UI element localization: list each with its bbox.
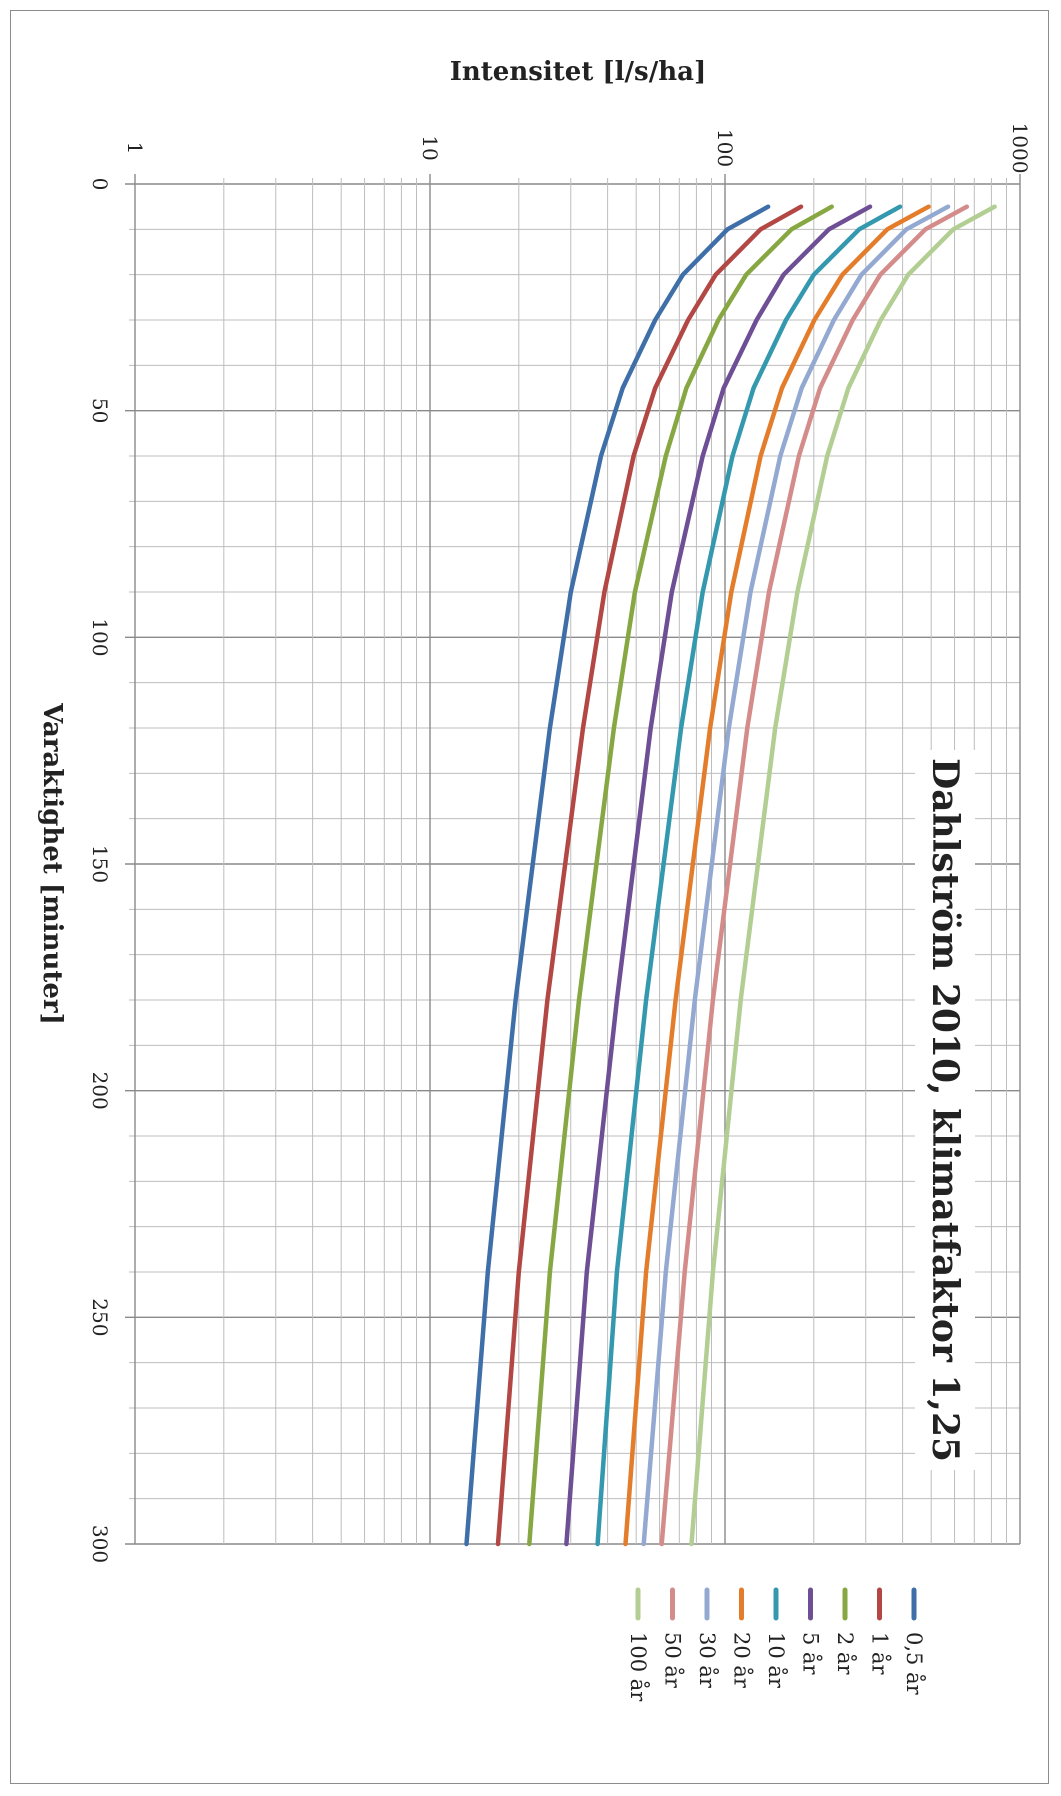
chart-ticks: 0 50 100 150 200 250 300 1 10 100 1000 (88, 123, 1032, 1564)
legend-label: 20 år (730, 1632, 754, 1689)
x-tick-label: 100 (88, 618, 112, 656)
chart-legend: 0,5 år 1 år 2 år 5 år 10 år 20 år 30 år 50 år 10… (626, 1587, 926, 1702)
legend-label: 1 år (868, 1632, 892, 1676)
chart-series (464, 204, 997, 1547)
legend-label: 5 år (799, 1632, 823, 1676)
series-line (495, 204, 804, 1547)
legend-label: 0,5 år (902, 1632, 926, 1696)
x-tick-label: 50 (88, 398, 112, 423)
series-line (595, 204, 903, 1547)
x-axis-title: Varaktighet [minuter] (37, 702, 67, 1025)
legend-label: 50 år (661, 1632, 685, 1689)
legend-label: 30 år (695, 1632, 719, 1689)
x-tick-label: 150 (88, 845, 112, 883)
series-line (623, 204, 931, 1547)
y-tick-label: 1000 (1008, 123, 1032, 174)
chart-title-background (915, 750, 975, 1470)
series-line (641, 204, 951, 1547)
legend-label: 10 år (764, 1632, 788, 1689)
series-line (464, 204, 771, 1547)
y-tick-label: 1 (123, 142, 147, 155)
chart-title-group: Dahlström 2010, klimatfaktor 1,25 (915, 750, 975, 1470)
x-tick-label: 300 (88, 1525, 112, 1563)
y-tick-label: 100 (713, 129, 737, 167)
series-line (659, 204, 970, 1547)
y-tick-label: 10 (418, 135, 442, 160)
chart-grid (125, 174, 1021, 1545)
legend-label: 2 år (833, 1632, 857, 1676)
x-tick-label: 250 (88, 1298, 112, 1336)
x-tick-label: 0 (88, 178, 112, 191)
chart-title: Dahlström 2010, klimatfaktor 1,25 (924, 758, 966, 1462)
series-line (564, 204, 873, 1547)
y-axis-title: Intensitet [l/s/ha] (450, 57, 707, 87)
x-tick-label: 200 (88, 1072, 112, 1110)
series-line (689, 204, 997, 1547)
legend-label: 100 år (626, 1632, 650, 1702)
series-line (527, 204, 834, 1547)
